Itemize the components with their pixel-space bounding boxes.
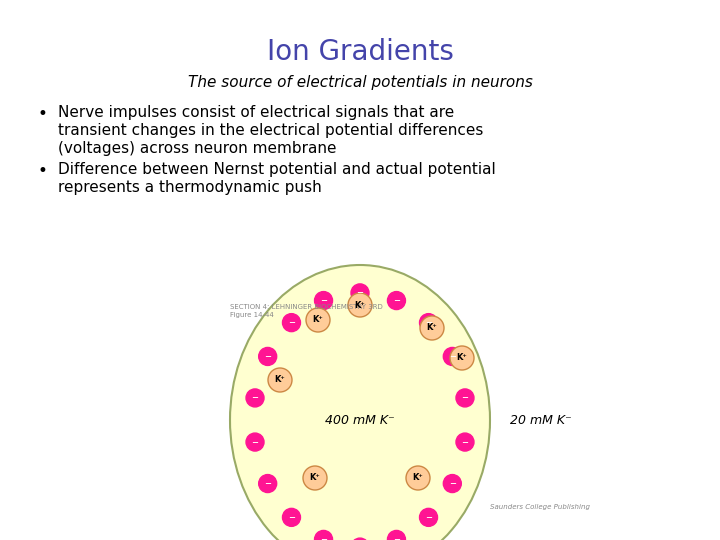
Text: −: − xyxy=(449,352,456,361)
Text: −: − xyxy=(264,352,271,361)
Circle shape xyxy=(450,346,474,370)
Text: (voltages) across neuron membrane: (voltages) across neuron membrane xyxy=(58,141,336,156)
Circle shape xyxy=(246,433,264,451)
Text: −: − xyxy=(425,513,432,522)
Circle shape xyxy=(303,466,327,490)
Text: K⁺: K⁺ xyxy=(310,474,320,483)
Circle shape xyxy=(456,389,474,407)
Circle shape xyxy=(258,475,276,492)
Circle shape xyxy=(444,475,462,492)
Text: 400 mM K⁻: 400 mM K⁻ xyxy=(325,414,395,427)
Text: −: − xyxy=(449,479,456,488)
Text: K⁺: K⁺ xyxy=(413,474,423,483)
Circle shape xyxy=(406,466,430,490)
Text: •: • xyxy=(38,105,48,123)
Text: Nerve impulses consist of electrical signals that are: Nerve impulses consist of electrical sig… xyxy=(58,105,454,120)
Text: The source of electrical potentials in neurons: The source of electrical potentials in n… xyxy=(188,75,532,90)
Text: −: − xyxy=(264,479,271,488)
Circle shape xyxy=(246,389,264,407)
Text: Figure 14-44: Figure 14-44 xyxy=(230,312,274,318)
Text: K⁺: K⁺ xyxy=(274,375,285,384)
Text: −: − xyxy=(320,535,327,540)
Text: Difference between Nernst potential and actual potential: Difference between Nernst potential and … xyxy=(58,162,496,177)
Circle shape xyxy=(315,292,333,309)
Circle shape xyxy=(351,284,369,302)
Text: −: − xyxy=(288,513,295,522)
Text: K⁺: K⁺ xyxy=(312,315,323,325)
Text: −: − xyxy=(356,288,364,298)
Text: −: − xyxy=(288,318,295,327)
Circle shape xyxy=(351,538,369,540)
Circle shape xyxy=(282,314,300,332)
Circle shape xyxy=(315,530,333,540)
Text: transient changes in the electrical potential differences: transient changes in the electrical pote… xyxy=(58,123,483,138)
Circle shape xyxy=(306,308,330,332)
Text: −: − xyxy=(462,394,469,402)
Text: Ion Gradients: Ion Gradients xyxy=(266,38,454,66)
Circle shape xyxy=(348,293,372,317)
Circle shape xyxy=(268,368,292,392)
Text: −: − xyxy=(251,394,258,402)
Text: K⁺: K⁺ xyxy=(427,323,437,333)
Text: −: − xyxy=(425,318,432,327)
Text: represents a thermodynamic push: represents a thermodynamic push xyxy=(58,180,322,195)
Text: 20 mM K⁻: 20 mM K⁻ xyxy=(510,414,572,427)
Circle shape xyxy=(387,292,405,309)
Text: −: − xyxy=(251,437,258,447)
Circle shape xyxy=(258,347,276,366)
Circle shape xyxy=(420,316,444,340)
Circle shape xyxy=(282,508,300,526)
Text: −: − xyxy=(393,535,400,540)
Text: •: • xyxy=(38,162,48,180)
Circle shape xyxy=(420,508,438,526)
Circle shape xyxy=(444,347,462,366)
Text: −: − xyxy=(393,296,400,305)
Circle shape xyxy=(420,314,438,332)
Text: K⁺: K⁺ xyxy=(355,300,365,309)
Circle shape xyxy=(387,530,405,540)
Circle shape xyxy=(456,433,474,451)
Text: SECTION 4: LEHNINGER BIOCHEMISTRY 3RD: SECTION 4: LEHNINGER BIOCHEMISTRY 3RD xyxy=(230,304,383,310)
Text: −: − xyxy=(462,437,469,447)
Text: −: − xyxy=(320,296,327,305)
Ellipse shape xyxy=(230,265,490,540)
Text: K⁺: K⁺ xyxy=(456,354,467,362)
Text: Saunders College Publishing: Saunders College Publishing xyxy=(490,504,590,510)
